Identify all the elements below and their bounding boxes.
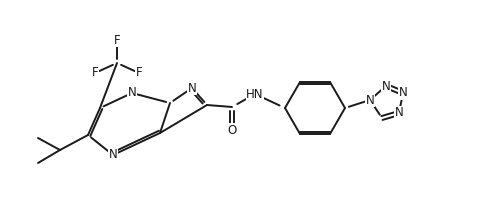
Text: N: N: [399, 86, 408, 99]
Text: N: N: [382, 80, 390, 92]
Text: N: N: [366, 93, 374, 106]
Text: F: F: [114, 33, 121, 46]
Text: N: N: [188, 81, 197, 95]
Text: O: O: [227, 124, 237, 137]
Text: F: F: [92, 67, 98, 80]
Text: N: N: [127, 86, 136, 99]
Text: N: N: [395, 106, 404, 120]
Text: F: F: [136, 67, 142, 80]
Text: HN: HN: [246, 88, 264, 100]
Text: N: N: [109, 148, 118, 162]
